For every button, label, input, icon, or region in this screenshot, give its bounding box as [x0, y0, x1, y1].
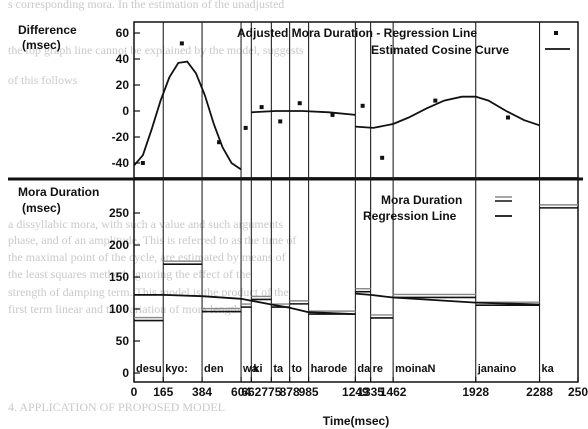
background-text-line: phase, and of an amplitude. This is refe… — [8, 233, 296, 247]
xtick-label: 0 — [131, 385, 138, 399]
bottom-plot-frame — [133, 177, 579, 383]
adjusted-mora-point — [297, 101, 302, 106]
cosine-curve-segment — [355, 95, 540, 129]
bottom-ytick-label: 100 — [109, 302, 129, 316]
legend-label-adjusted: Adjusted Mora Duration - Regression Line — [237, 26, 477, 40]
legend-marker-adjusted — [554, 31, 558, 35]
top-plot-frame — [133, 21, 579, 179]
adjusted-mora-point — [433, 98, 438, 103]
regression-line — [134, 292, 540, 315]
adjusted-mora-point — [360, 103, 365, 108]
top-ylabel-line1: Difference — [18, 23, 77, 37]
bottom-xlabel: Time(msec) — [323, 414, 389, 428]
cosine-curve-segment — [251, 110, 356, 116]
legend-label-mora: Mora Duration — [381, 193, 462, 207]
segment-label-den: den — [204, 363, 224, 375]
background-text-line: a dissyllabic mora, with such a value an… — [8, 217, 283, 231]
segment-label-re: re — [373, 363, 383, 375]
xtick-label: 250 — [568, 385, 588, 399]
adjusted-mora-point — [179, 41, 184, 46]
background-text-line: first term linear and the variation of m… — [8, 302, 243, 316]
xtick-label: 1462 — [380, 385, 407, 399]
top-ytick-label: 60 — [116, 26, 130, 40]
segment-label-to: to — [292, 363, 303, 375]
bottom-ytick-label: 0 — [122, 366, 129, 380]
legend-label-regression: Regression Line — [363, 209, 457, 223]
xtick-label: 878 — [280, 385, 300, 399]
xtick-label: 775 — [261, 385, 281, 399]
background-text-line: the least squares method, ignoring the e… — [8, 267, 251, 281]
background-text-line: of this follows — [8, 73, 78, 87]
adjusted-mora-point — [243, 125, 248, 130]
adjusted-mora-point — [505, 115, 510, 120]
segment-label-ka: ka — [542, 363, 555, 375]
segment-label-janaino: janaino — [477, 363, 517, 375]
background-text-line: the top graph line cannot be explained b… — [8, 43, 304, 57]
segment-label-kyo: kyo: — [165, 363, 188, 375]
top-ytick-label: -40 — [112, 156, 130, 170]
segment-label-ki: ki — [253, 363, 262, 375]
top-ylabel-line2: (msec) — [22, 38, 61, 52]
xtick-label: 2288 — [526, 385, 553, 399]
xtick-label: 1249 — [342, 385, 369, 399]
segment-label-harode: harode — [311, 363, 348, 375]
adjusted-mora-point — [330, 112, 335, 117]
bottom-ytick-label: 250 — [109, 206, 129, 220]
bottom-ytick-label: 200 — [109, 238, 129, 252]
bottom-ytick-label: 50 — [116, 334, 130, 348]
legend-label-cosine: Estimated Cosine Curve — [371, 43, 509, 57]
xtick-label: 1335 — [357, 385, 384, 399]
background-text-line: strength of damping term. This model is … — [8, 285, 289, 299]
segment-label-wa: wa — [242, 363, 259, 375]
background-text-line: the maximal point of the cycle, are esti… — [8, 250, 286, 264]
bottom-ytick-label: 150 — [109, 270, 129, 284]
xtick-label: 165 — [153, 385, 173, 399]
segment-label-desu: desu — [136, 363, 162, 375]
difference-panel: Difference(msec) -40 -20 0 20 40 60 Adjusted Mo… — [18, 21, 579, 179]
adjusted-mora-point — [217, 140, 222, 145]
mora-duration-panel: Mora Duration (msec) 0 50 100 150 200 250 desu ky… — [8, 177, 588, 428]
adjusted-mora-point — [380, 155, 385, 160]
background-text-line: s corresponding mora. In the estimation … — [8, 0, 284, 11]
xtick-label: 604 — [231, 385, 251, 399]
segment-label-ta: ta — [273, 363, 284, 375]
adjusted-mora-point — [140, 161, 145, 165]
bottom-ylabel-line1: Mora Duration — [18, 185, 99, 199]
top-ytick-label: 0 — [122, 104, 129, 118]
xtick-label: 985 — [299, 385, 319, 399]
xtick-label: 384 — [192, 385, 212, 399]
segment-label-da: da — [357, 363, 371, 375]
bottom-ylabel-line2: (msec) — [22, 201, 61, 215]
adjusted-mora-point — [259, 105, 264, 110]
top-ytick-label: 20 — [116, 78, 130, 92]
background-text-line: 4. APPLICATION OF PROPOSED MODEL — [8, 400, 225, 414]
top-ytick-label: -20 — [112, 130, 130, 144]
top-ytick-label: 40 — [116, 52, 130, 66]
xtick-label: 662 — [241, 385, 261, 399]
cosine-curve-segment — [133, 60, 242, 171]
segment-label-moinaN: moinaN — [395, 363, 435, 375]
xtick-label: 1928 — [462, 385, 489, 399]
adjusted-mora-point — [278, 119, 283, 124]
